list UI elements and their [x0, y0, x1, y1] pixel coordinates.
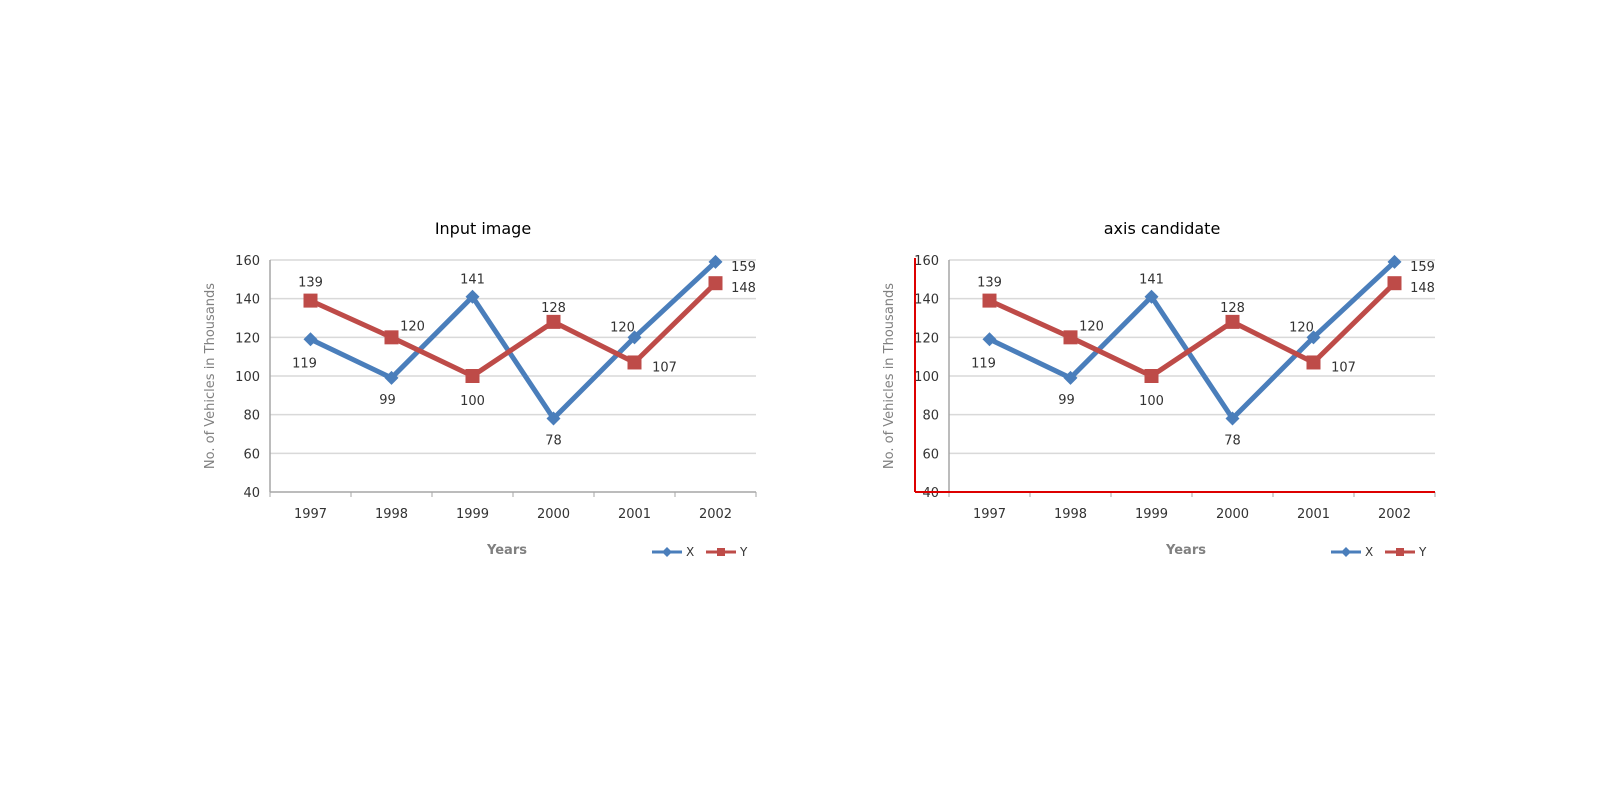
chart-panel-input-image: Input image 40 60 80 100 120 140 160 1997 1998 19…	[203, 219, 757, 559]
series-line-x	[308, 259, 718, 422]
series-line-x	[987, 259, 1397, 422]
y-tick-label: 140	[914, 293, 939, 308]
y-tick-label: 100	[914, 370, 939, 385]
x-tick-label: 1998	[1054, 507, 1087, 522]
legend-marker-y	[717, 548, 725, 556]
y-tick-label: 160	[914, 254, 939, 269]
y-axis-title: No. of Vehicles in Thousands	[882, 283, 897, 469]
data-point-y	[1144, 369, 1159, 383]
data-point-y	[982, 293, 997, 308]
data-point-x	[384, 370, 399, 385]
data-label-y: 100	[1139, 394, 1164, 409]
legend-marker-y	[1396, 548, 1404, 556]
data-point-y	[708, 276, 723, 291]
x-tick-label: 1997	[973, 507, 1006, 522]
legend-label-x: X	[1365, 545, 1373, 559]
legend-marker-x	[662, 547, 672, 557]
y-tick-label: 80	[922, 409, 939, 424]
data-point-x	[1144, 289, 1159, 304]
data-label-y: 128	[541, 301, 566, 316]
x-tick-label: 2002	[1378, 507, 1411, 522]
legend-marker-x	[1341, 547, 1351, 557]
data-label-y: 120	[1079, 319, 1104, 334]
data-label-x: 119	[971, 356, 996, 371]
data-label-x: 99	[379, 393, 396, 408]
panel-title: axis candidate	[1104, 219, 1221, 238]
data-point-x	[1225, 411, 1240, 426]
data-label-x: 99	[1058, 393, 1075, 408]
y-tick-label: 120	[235, 331, 260, 346]
data-point-y	[1306, 355, 1321, 370]
series-line-y	[987, 280, 1397, 379]
data-point-x	[465, 289, 480, 304]
data-point-x	[982, 332, 997, 347]
x-tick-label: 1999	[1135, 507, 1168, 522]
data-point-x	[546, 411, 561, 426]
data-point-x	[1387, 254, 1402, 269]
data-label-y: 107	[652, 360, 677, 375]
x-tick-label: 1997	[294, 507, 327, 522]
data-label-x: 78	[545, 434, 562, 449]
data-point-y	[1387, 276, 1402, 291]
data-label-x: 78	[1224, 434, 1241, 449]
x-axis-title: Years	[1165, 543, 1206, 558]
y-tick-label: 140	[235, 293, 260, 308]
data-point-y	[1225, 314, 1240, 329]
x-tick-label: 2002	[699, 507, 732, 522]
data-label-x: 141	[460, 273, 485, 288]
x-tick-label: 2000	[537, 507, 570, 522]
y-tick-label: 60	[243, 447, 260, 462]
y-tick-label: 160	[235, 254, 260, 269]
data-label-y: 148	[731, 281, 756, 296]
data-label-x: 119	[292, 356, 317, 371]
data-label-y: 100	[460, 394, 485, 409]
data-point-y	[1063, 330, 1078, 345]
data-point-x	[627, 330, 642, 345]
data-label-y: 139	[298, 276, 323, 291]
data-label-y: 128	[1220, 301, 1245, 316]
data-point-y	[627, 355, 642, 370]
data-label-y: 120	[400, 319, 425, 334]
data-label-x: 159	[731, 260, 756, 275]
series-line-y	[308, 280, 718, 379]
panel-title: Input image	[435, 219, 531, 238]
x-tick-label: 2000	[1216, 507, 1249, 522]
data-point-y	[303, 293, 318, 308]
y-tick-label: 40	[922, 486, 939, 501]
data-point-x	[1306, 330, 1321, 345]
data-point-x	[1063, 370, 1078, 385]
data-point-y	[384, 330, 399, 345]
y-tick-label: 80	[243, 409, 260, 424]
data-label-y: 148	[1410, 281, 1435, 296]
legend-label-x: X	[686, 545, 694, 559]
data-label-x: 120	[1289, 320, 1314, 335]
data-point-x	[303, 332, 318, 347]
y-tick-label: 120	[914, 331, 939, 346]
x-tick-label: 2001	[1297, 507, 1330, 522]
data-point-y	[546, 314, 561, 329]
data-label-x: 159	[1410, 260, 1435, 275]
chart-panel-axis-candidate: axis candidate 40 60 80 100 120 140 160 1997 199…	[882, 219, 1436, 559]
x-tick-label: 1999	[456, 507, 489, 522]
y-tick-label: 40	[243, 486, 260, 501]
data-label-y: 107	[1331, 360, 1356, 375]
x-tick-label: 2001	[618, 507, 651, 522]
data-point-y	[465, 369, 480, 383]
y-tick-label: 100	[235, 370, 260, 385]
x-axis-title: Years	[486, 543, 527, 558]
y-tick-label: 60	[922, 447, 939, 462]
x-tick-label: 1998	[375, 507, 408, 522]
data-label-x: 141	[1139, 273, 1164, 288]
legend-label-y: Y	[1418, 545, 1427, 559]
data-point-x	[708, 254, 723, 269]
data-label-y: 139	[977, 276, 1002, 291]
data-label-x: 120	[610, 320, 635, 335]
y-axis-title: No. of Vehicles in Thousands	[203, 283, 218, 469]
legend-label-y: Y	[739, 545, 748, 559]
